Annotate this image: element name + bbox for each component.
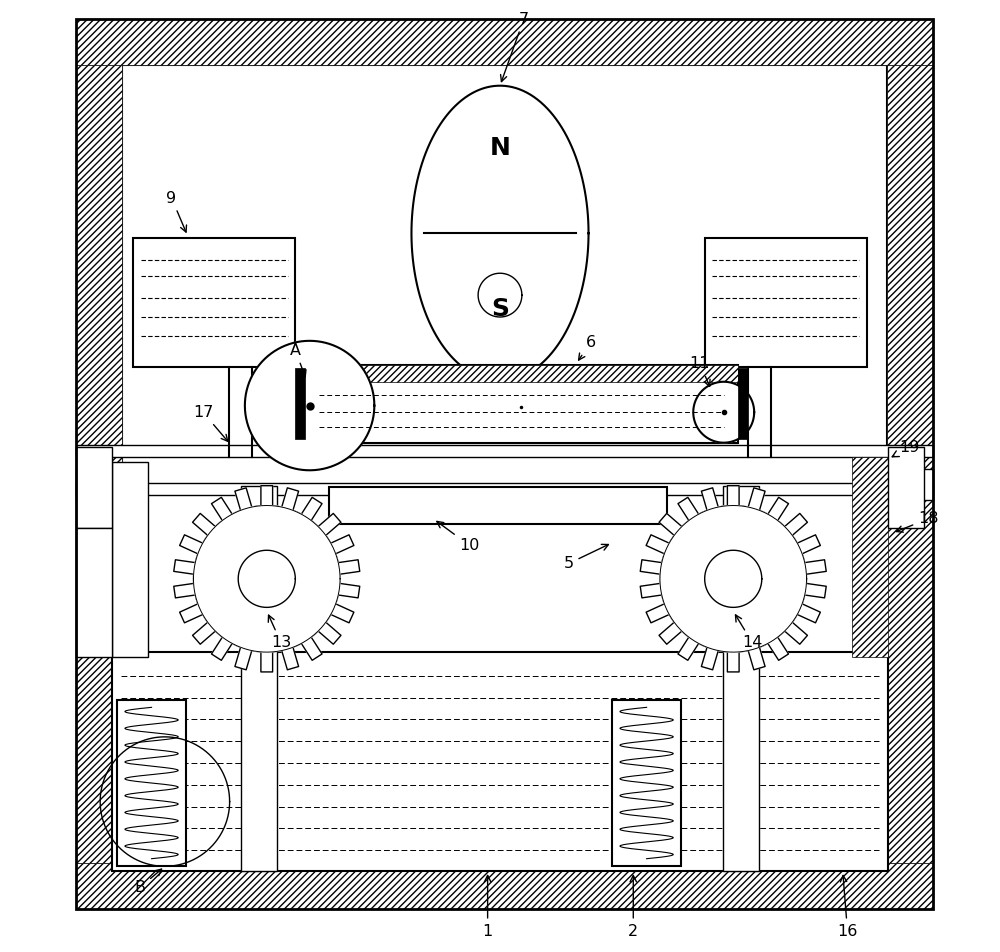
Text: B: B bbox=[135, 869, 162, 895]
Text: 19: 19 bbox=[892, 440, 920, 457]
Text: 2: 2 bbox=[628, 876, 638, 939]
Polygon shape bbox=[693, 382, 754, 443]
Text: 5: 5 bbox=[563, 545, 608, 571]
Bar bbox=[122, 65, 887, 863]
Bar bbox=[133, 238, 295, 367]
Polygon shape bbox=[660, 506, 807, 652]
Bar bbox=[878, 469, 933, 500]
Bar bbox=[76, 65, 122, 863]
Bar bbox=[705, 238, 867, 367]
Text: 13: 13 bbox=[268, 615, 291, 650]
Polygon shape bbox=[174, 486, 360, 672]
Text: 16: 16 bbox=[837, 876, 858, 939]
Bar bbox=[723, 486, 759, 871]
Bar bbox=[852, 457, 888, 657]
Bar bbox=[76, 445, 933, 457]
Polygon shape bbox=[705, 550, 762, 607]
Bar bbox=[305, 365, 738, 443]
Text: 17: 17 bbox=[193, 405, 228, 442]
Text: S: S bbox=[491, 297, 509, 322]
Bar bbox=[612, 700, 681, 866]
Polygon shape bbox=[640, 486, 826, 672]
Polygon shape bbox=[478, 273, 522, 317]
Text: 14: 14 bbox=[735, 615, 762, 650]
Bar bbox=[117, 700, 186, 866]
Polygon shape bbox=[193, 506, 340, 652]
Text: 7: 7 bbox=[501, 11, 529, 82]
Text: A: A bbox=[290, 343, 306, 377]
Bar bbox=[241, 486, 277, 871]
Bar bbox=[76, 483, 933, 495]
Bar bbox=[76, 469, 132, 500]
Polygon shape bbox=[238, 550, 295, 607]
Bar bbox=[295, 368, 305, 439]
Bar bbox=[738, 368, 748, 439]
Text: N: N bbox=[490, 135, 510, 160]
Bar bbox=[305, 365, 738, 382]
Bar bbox=[76, 863, 933, 909]
Text: 11: 11 bbox=[690, 356, 710, 387]
Bar bbox=[76, 19, 933, 65]
Bar bbox=[112, 652, 888, 871]
Text: 6: 6 bbox=[579, 335, 596, 360]
Bar bbox=[76, 447, 112, 528]
Text: 9: 9 bbox=[166, 190, 186, 232]
Text: 10: 10 bbox=[437, 522, 480, 553]
Bar bbox=[329, 487, 667, 524]
Bar bbox=[888, 447, 924, 528]
Bar bbox=[76, 528, 112, 657]
Bar bbox=[887, 65, 933, 863]
Bar bbox=[112, 462, 148, 657]
Polygon shape bbox=[411, 86, 589, 381]
Polygon shape bbox=[245, 341, 374, 470]
Text: 18: 18 bbox=[896, 511, 939, 532]
Text: 1: 1 bbox=[482, 876, 493, 939]
